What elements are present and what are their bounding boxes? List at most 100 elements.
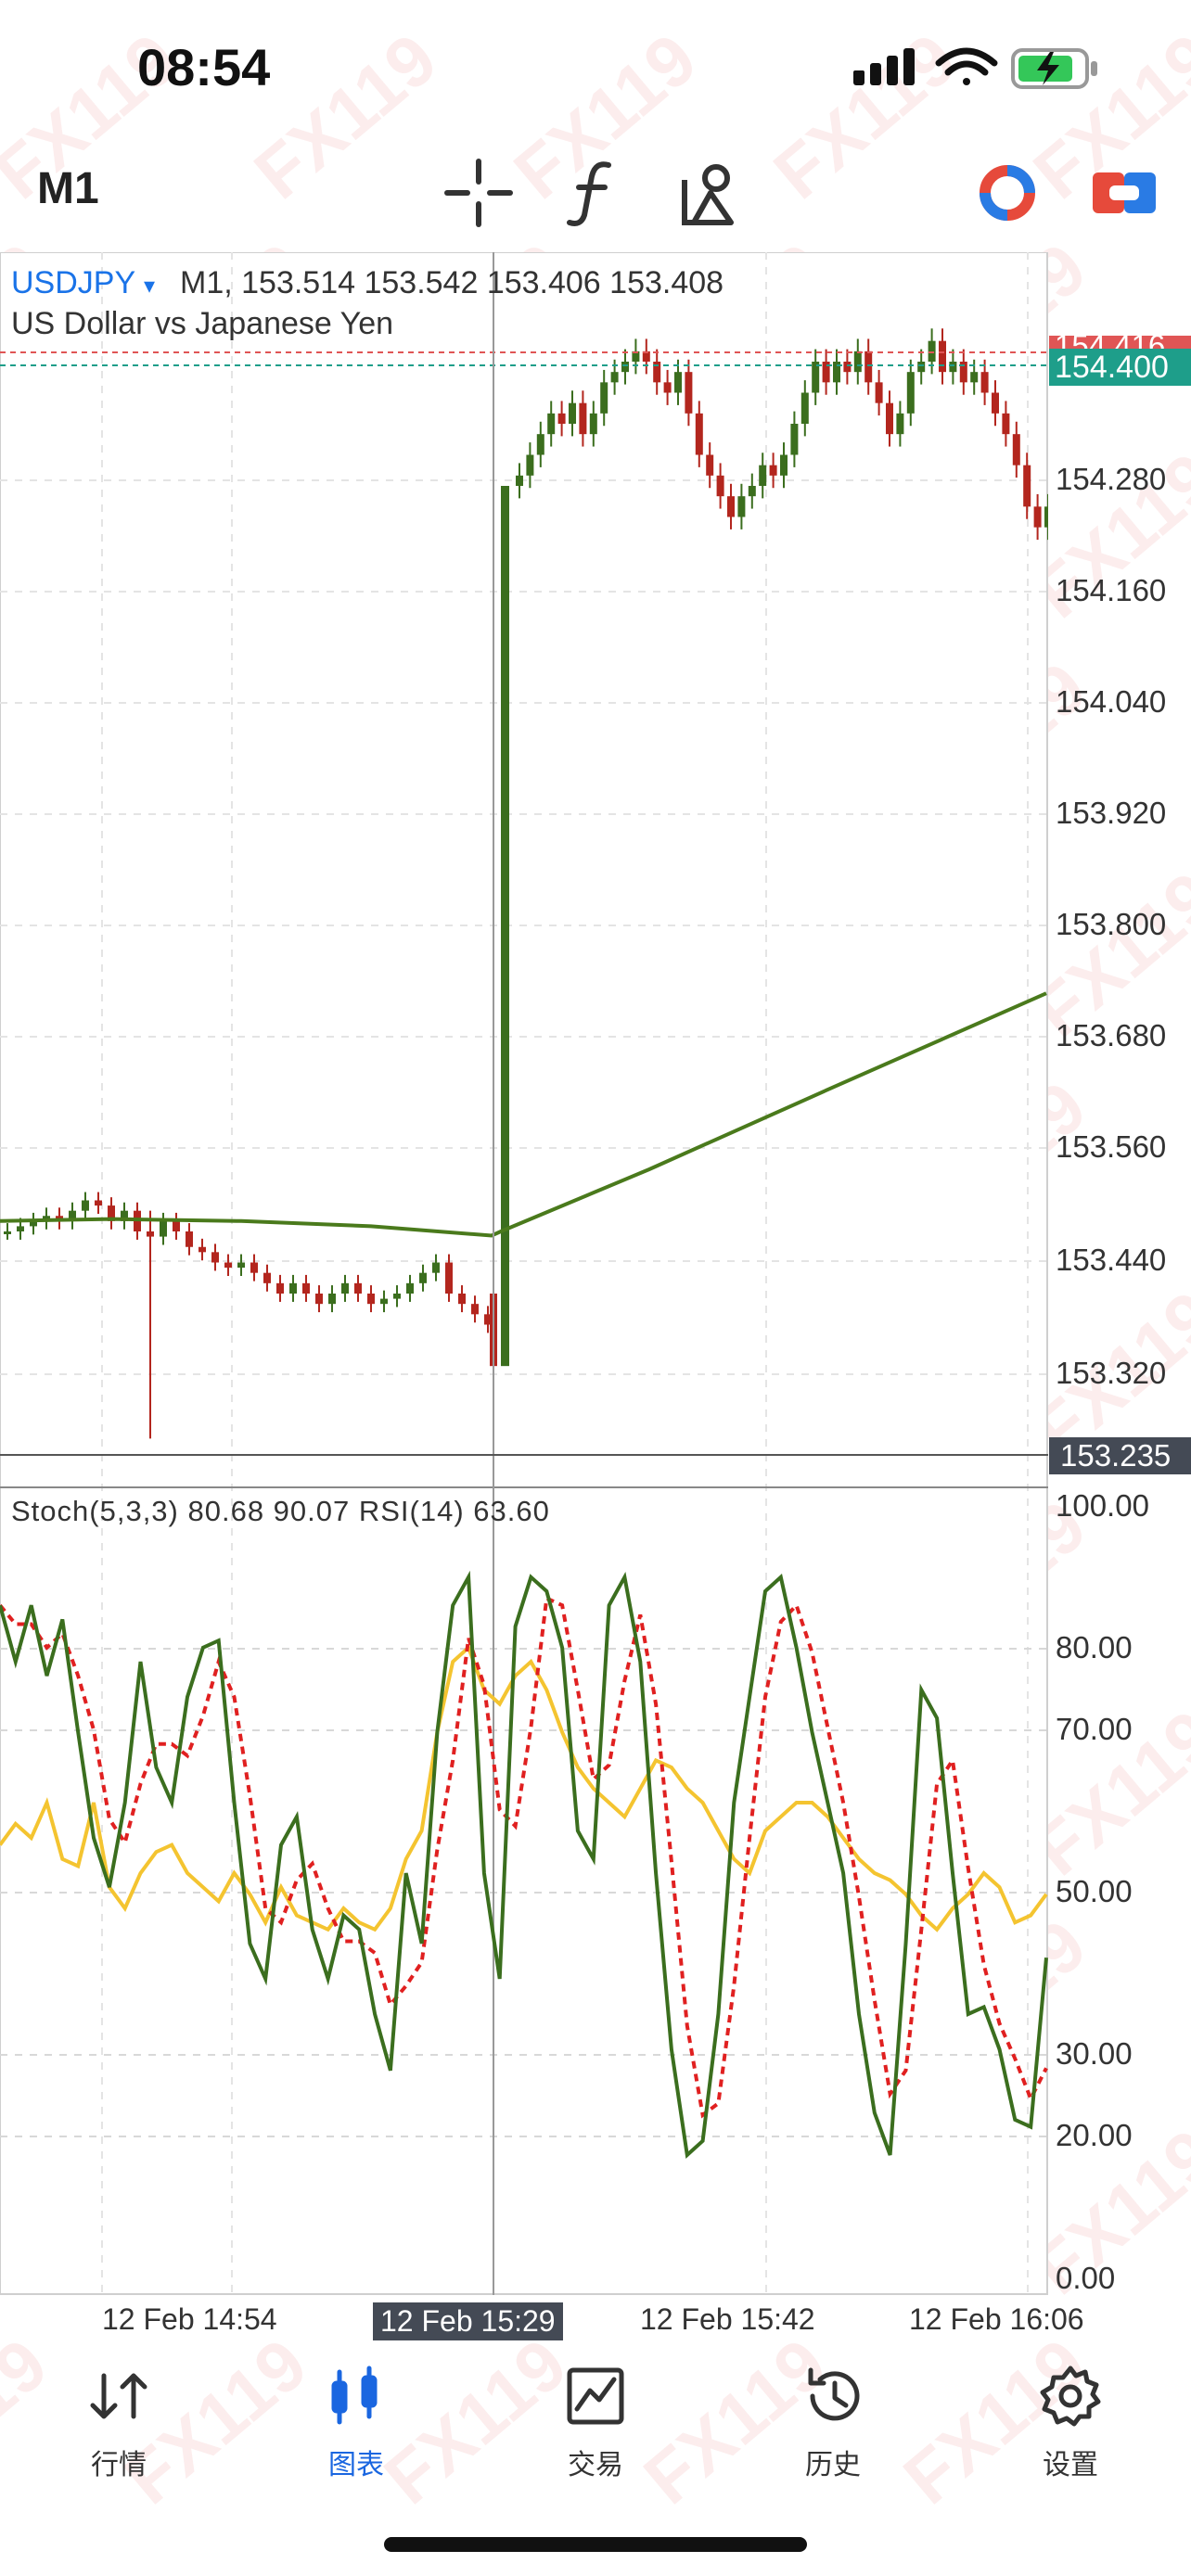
price-axis-label: 153.800 (1056, 907, 1167, 941)
candle-bull (4, 1231, 11, 1234)
candle-bear (886, 402, 893, 435)
candle-bull (536, 434, 544, 455)
oscillator-axis-label: 0.00 (1056, 2261, 1116, 2295)
candle-bear (95, 1200, 102, 1206)
ohlc-values: M1, 153.514 153.542 153.406 153.408 (180, 265, 724, 300)
candle-bull (621, 362, 629, 373)
candle-bear (302, 1282, 310, 1294)
cursor-price-badge: 153.235 (1049, 1437, 1191, 1474)
nav-label: 交易 (568, 2450, 623, 2480)
candle-bull (341, 1282, 349, 1294)
candle-bear (315, 1294, 323, 1305)
nav-history[interactable]: 历史 (740, 2363, 926, 2482)
candle-bull (949, 362, 957, 373)
candle-bear (642, 351, 650, 362)
candle-bear (263, 1272, 271, 1283)
nav-settings[interactable]: 设置 (978, 2363, 1163, 2482)
price-chart[interactable] (0, 252, 1048, 2295)
candle-bear (1023, 465, 1031, 507)
battery-icon (1011, 48, 1097, 89)
symbol-name[interactable]: USDJPY ▾ (11, 265, 156, 300)
oscillator-axis-label: 20.00 (1056, 2118, 1133, 2152)
stochastic-main-line (0, 1570, 1048, 2159)
quotes-icon (90, 2373, 147, 2419)
timeframe-button[interactable]: M1 (37, 164, 99, 213)
status-time: 08:54 (137, 38, 271, 96)
price-axis-label: 153.440 (1056, 1243, 1167, 1277)
trade-icon (567, 2367, 624, 2425)
time-axis-cursor-label: 12 Feb 15:29 (373, 2302, 563, 2340)
candle-bear (875, 382, 883, 403)
candle-bull (737, 496, 746, 517)
candle-bear (663, 382, 672, 393)
candle-bull (328, 1294, 336, 1305)
candle-bear (959, 362, 967, 383)
candle-bear (769, 465, 777, 476)
nav-label: 历史 (805, 2450, 861, 2480)
nav-label: 设置 (1043, 2450, 1098, 2480)
price-axis-label: 153.680 (1056, 1018, 1167, 1052)
candle-bull (1044, 506, 1048, 528)
oneclick-trading-icon[interactable] (1087, 156, 1161, 230)
price-axis-label: 154.160 (1056, 573, 1167, 607)
candle-bull (748, 486, 756, 497)
candle-bull (610, 372, 619, 383)
candle-bull (917, 362, 926, 373)
cellular-signal-icon (853, 48, 915, 85)
oscillator-axis-label: 100.00 (1056, 1488, 1149, 1523)
grid-lines (0, 252, 1048, 2295)
settings-icon (1040, 2366, 1101, 2427)
candle-bear (579, 402, 587, 435)
candle-bull (82, 1200, 89, 1211)
price-axis-label: 153.920 (1056, 796, 1167, 830)
time-axis-label: 12 Feb 15:42 (640, 2302, 815, 2336)
wifi-icon (935, 47, 998, 85)
nav-quotes[interactable]: 行情 (26, 2363, 211, 2482)
nav-trade[interactable]: 交易 (503, 2363, 688, 2482)
price-axis-label: 153.560 (1056, 1129, 1167, 1164)
candle-bear (211, 1252, 219, 1263)
candle-bear (939, 340, 946, 373)
nav-chart[interactable]: 图表 (263, 2363, 449, 2482)
candle-bull (237, 1262, 245, 1269)
time-axis-label: 12 Feb 14:54 (102, 2302, 277, 2336)
objects-icon[interactable] (673, 156, 748, 230)
crosshair-icon[interactable] (442, 156, 516, 230)
watermark-text: FX119 (238, 17, 453, 215)
candle-bull (833, 362, 840, 383)
oscillator-info: Stoch(5,3,3) 80.68 90.07 RSI(14) 63.60 (11, 1495, 550, 1527)
moving-average-line (0, 991, 1047, 1238)
candle-bear (173, 1220, 180, 1231)
candle-bear (198, 1246, 206, 1253)
candle-bull (906, 372, 915, 414)
candle-bear (367, 1294, 375, 1305)
candle-bear (354, 1282, 362, 1294)
candle-bull (928, 340, 936, 362)
candle-bull (569, 402, 576, 424)
candle-bear (250, 1262, 258, 1273)
price-axis-label: 153.320 (1056, 1356, 1167, 1390)
candle-bull (380, 1298, 388, 1305)
candle-bull (501, 486, 509, 1367)
indicators-icon[interactable] (558, 156, 633, 230)
candle-bull (160, 1220, 167, 1237)
candle-bull (121, 1210, 128, 1221)
candle-bear (1012, 434, 1020, 465)
status-icons (853, 47, 1097, 89)
nav-label: 行情 (91, 2450, 147, 2480)
candle-bull (432, 1262, 440, 1273)
candle-bear (471, 1304, 479, 1315)
oscillator-axis-label: 30.00 (1056, 2036, 1133, 2071)
candle-bear (653, 362, 661, 383)
oscillator-axis-label: 50.00 (1056, 1874, 1133, 1908)
signal-icon[interactable] (970, 156, 1044, 230)
candle-bear (822, 362, 830, 383)
candle-bull (406, 1282, 414, 1294)
candle-bull (674, 372, 682, 393)
home-indicator[interactable] (384, 2537, 807, 2552)
oscillator-axis-label: 70.00 (1056, 1712, 1133, 1746)
candle-bear (716, 475, 724, 497)
time-axis-label: 12 Feb 16:06 (909, 2302, 1084, 2336)
candle-bull (289, 1282, 297, 1294)
candle-bull (30, 1220, 37, 1227)
